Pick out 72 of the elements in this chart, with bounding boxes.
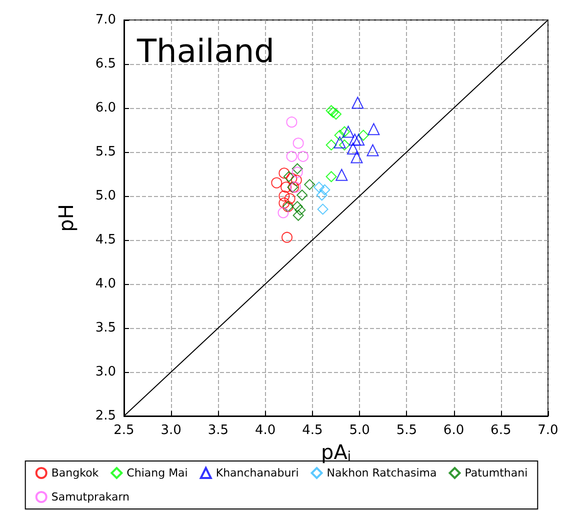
y-tick-label: 5.5 [95, 144, 116, 160]
point [296, 190, 308, 201]
y-tick-label: 6.5 [95, 56, 116, 72]
legend-label: Bangkok [51, 466, 100, 480]
point [278, 207, 289, 218]
point [368, 123, 380, 136]
point [271, 177, 282, 188]
y-tick-label: 3.0 [95, 364, 116, 380]
point [326, 139, 337, 150]
point [346, 142, 359, 154]
legend-label: Khanchanaburi [216, 466, 299, 480]
y-tick-label: 4.5 [95, 232, 116, 248]
legend-label: Samutprakarn [51, 490, 130, 504]
x-tick-label: 3.5 [208, 423, 229, 438]
y-tick-label: 6.0 [95, 100, 116, 116]
point [352, 96, 364, 109]
point [283, 171, 294, 182]
point [282, 232, 293, 243]
point [336, 168, 348, 181]
x-tick-label: 4.5 [302, 423, 323, 438]
y-tick-label: 2.5 [95, 408, 116, 424]
point [314, 182, 325, 193]
point [334, 136, 346, 148]
point [342, 126, 354, 138]
point [304, 179, 316, 190]
point [298, 150, 309, 162]
legend-label: Chiang Mai [126, 466, 188, 480]
point [319, 184, 330, 196]
y-tick-label: 3.5 [95, 320, 116, 336]
x-tick-label: 5.5 [396, 423, 418, 438]
point [352, 134, 365, 146]
point [338, 126, 350, 138]
point [286, 172, 298, 184]
x-tick-label: 3.0 [160, 423, 182, 438]
point [292, 210, 304, 221]
point [317, 204, 328, 215]
point [286, 116, 298, 128]
legend-label: Nakhon Ratchasima [326, 466, 437, 480]
point [286, 150, 298, 162]
point [330, 108, 342, 120]
point [338, 139, 350, 150]
point [350, 151, 363, 164]
y-tick-label: 5.0 [95, 188, 116, 204]
y-tick-label: 4.0 [95, 276, 116, 292]
point [278, 190, 290, 202]
y-tick-label: 7.0 [95, 12, 116, 28]
point [358, 130, 369, 141]
chart-title: Thailand [136, 32, 274, 70]
point [278, 168, 290, 179]
point [366, 144, 379, 156]
x-tick-label: 5.0 [349, 423, 370, 438]
point [334, 130, 346, 141]
x-tick-label: 6.5 [490, 423, 512, 438]
point [326, 171, 337, 182]
point [292, 163, 303, 174]
x-tick-label: 2.5 [114, 423, 134, 438]
point [316, 190, 328, 201]
point [278, 198, 290, 209]
point [292, 138, 304, 149]
legend-label: Patumthani [464, 466, 528, 480]
x-tick-label: 6.0 [443, 423, 464, 438]
x-tick-label: 4.0 [254, 423, 276, 438]
point [292, 166, 303, 178]
point [348, 134, 361, 146]
y-axis-title: pH [54, 204, 78, 232]
x-tick-label: 7.0 [538, 423, 558, 438]
point [284, 193, 296, 204]
point [280, 182, 292, 193]
point [292, 201, 303, 212]
point [290, 174, 302, 186]
x-axis-title: pAi [321, 440, 351, 464]
point [294, 204, 306, 216]
